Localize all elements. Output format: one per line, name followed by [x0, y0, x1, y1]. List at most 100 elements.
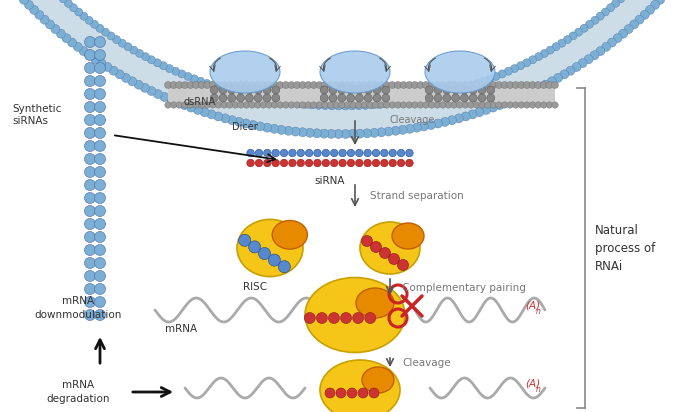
Circle shape	[270, 124, 279, 133]
Circle shape	[316, 312, 327, 323]
Circle shape	[591, 16, 599, 24]
Circle shape	[297, 159, 305, 167]
Circle shape	[364, 94, 372, 102]
Circle shape	[375, 101, 383, 108]
Circle shape	[95, 89, 105, 100]
Circle shape	[136, 49, 144, 57]
Circle shape	[467, 82, 475, 89]
Circle shape	[248, 92, 256, 100]
Circle shape	[398, 125, 407, 134]
Circle shape	[84, 206, 95, 216]
Circle shape	[451, 94, 460, 102]
Circle shape	[502, 98, 511, 107]
Circle shape	[95, 309, 105, 321]
Circle shape	[362, 129, 371, 138]
Circle shape	[221, 114, 229, 123]
Circle shape	[297, 149, 305, 157]
Circle shape	[327, 102, 334, 108]
Circle shape	[447, 116, 456, 125]
Circle shape	[182, 102, 188, 108]
Circle shape	[210, 94, 219, 102]
Circle shape	[266, 102, 272, 108]
Circle shape	[454, 86, 462, 94]
Circle shape	[140, 83, 149, 92]
Circle shape	[228, 94, 236, 102]
Circle shape	[344, 82, 351, 89]
Circle shape	[288, 82, 295, 89]
Circle shape	[384, 102, 390, 108]
Circle shape	[478, 94, 486, 102]
Circle shape	[364, 312, 376, 323]
Circle shape	[347, 388, 357, 398]
Circle shape	[166, 95, 175, 104]
Circle shape	[288, 149, 296, 157]
Circle shape	[382, 86, 390, 94]
Circle shape	[301, 101, 309, 108]
Circle shape	[153, 59, 162, 67]
Circle shape	[84, 37, 95, 47]
Circle shape	[322, 102, 328, 108]
Circle shape	[84, 127, 95, 138]
Circle shape	[165, 102, 171, 108]
Circle shape	[364, 149, 371, 157]
Circle shape	[328, 102, 336, 110]
Circle shape	[283, 102, 289, 108]
Circle shape	[210, 82, 217, 89]
Circle shape	[238, 234, 251, 246]
Circle shape	[388, 253, 399, 265]
Circle shape	[372, 149, 379, 157]
Circle shape	[221, 102, 227, 108]
Circle shape	[103, 63, 112, 71]
Circle shape	[434, 102, 440, 108]
Circle shape	[401, 97, 410, 105]
Circle shape	[95, 206, 105, 216]
Circle shape	[347, 149, 355, 157]
Circle shape	[507, 82, 514, 89]
Circle shape	[261, 95, 269, 103]
Circle shape	[95, 101, 105, 112]
Circle shape	[160, 62, 167, 70]
Circle shape	[227, 102, 233, 108]
Circle shape	[329, 94, 337, 102]
Circle shape	[182, 82, 188, 89]
Circle shape	[95, 154, 105, 164]
Circle shape	[284, 126, 293, 135]
Circle shape	[540, 102, 547, 108]
Ellipse shape	[425, 51, 495, 93]
Circle shape	[507, 102, 513, 108]
Circle shape	[473, 80, 481, 87]
Circle shape	[486, 75, 494, 83]
Circle shape	[280, 149, 288, 157]
Circle shape	[456, 82, 463, 89]
Circle shape	[613, 34, 622, 43]
Circle shape	[451, 82, 458, 89]
Circle shape	[249, 102, 256, 108]
Circle shape	[222, 86, 230, 94]
Circle shape	[306, 159, 313, 167]
Circle shape	[397, 159, 405, 167]
Circle shape	[107, 32, 115, 40]
Circle shape	[305, 102, 312, 108]
Circle shape	[428, 82, 435, 89]
Circle shape	[109, 66, 118, 75]
Circle shape	[227, 116, 236, 125]
Circle shape	[411, 82, 419, 89]
Circle shape	[504, 67, 512, 75]
Circle shape	[255, 102, 261, 108]
Circle shape	[353, 312, 364, 323]
Circle shape	[451, 86, 460, 94]
Circle shape	[164, 82, 171, 89]
Circle shape	[540, 49, 549, 57]
Circle shape	[186, 103, 195, 112]
Circle shape	[25, 0, 34, 9]
Circle shape	[624, 25, 633, 33]
Circle shape	[91, 55, 100, 64]
Circle shape	[134, 80, 143, 89]
Circle shape	[479, 77, 488, 85]
Circle shape	[310, 82, 317, 89]
Circle shape	[475, 108, 484, 117]
Circle shape	[238, 102, 244, 108]
Circle shape	[384, 127, 393, 136]
Circle shape	[460, 84, 469, 91]
Circle shape	[210, 102, 216, 108]
